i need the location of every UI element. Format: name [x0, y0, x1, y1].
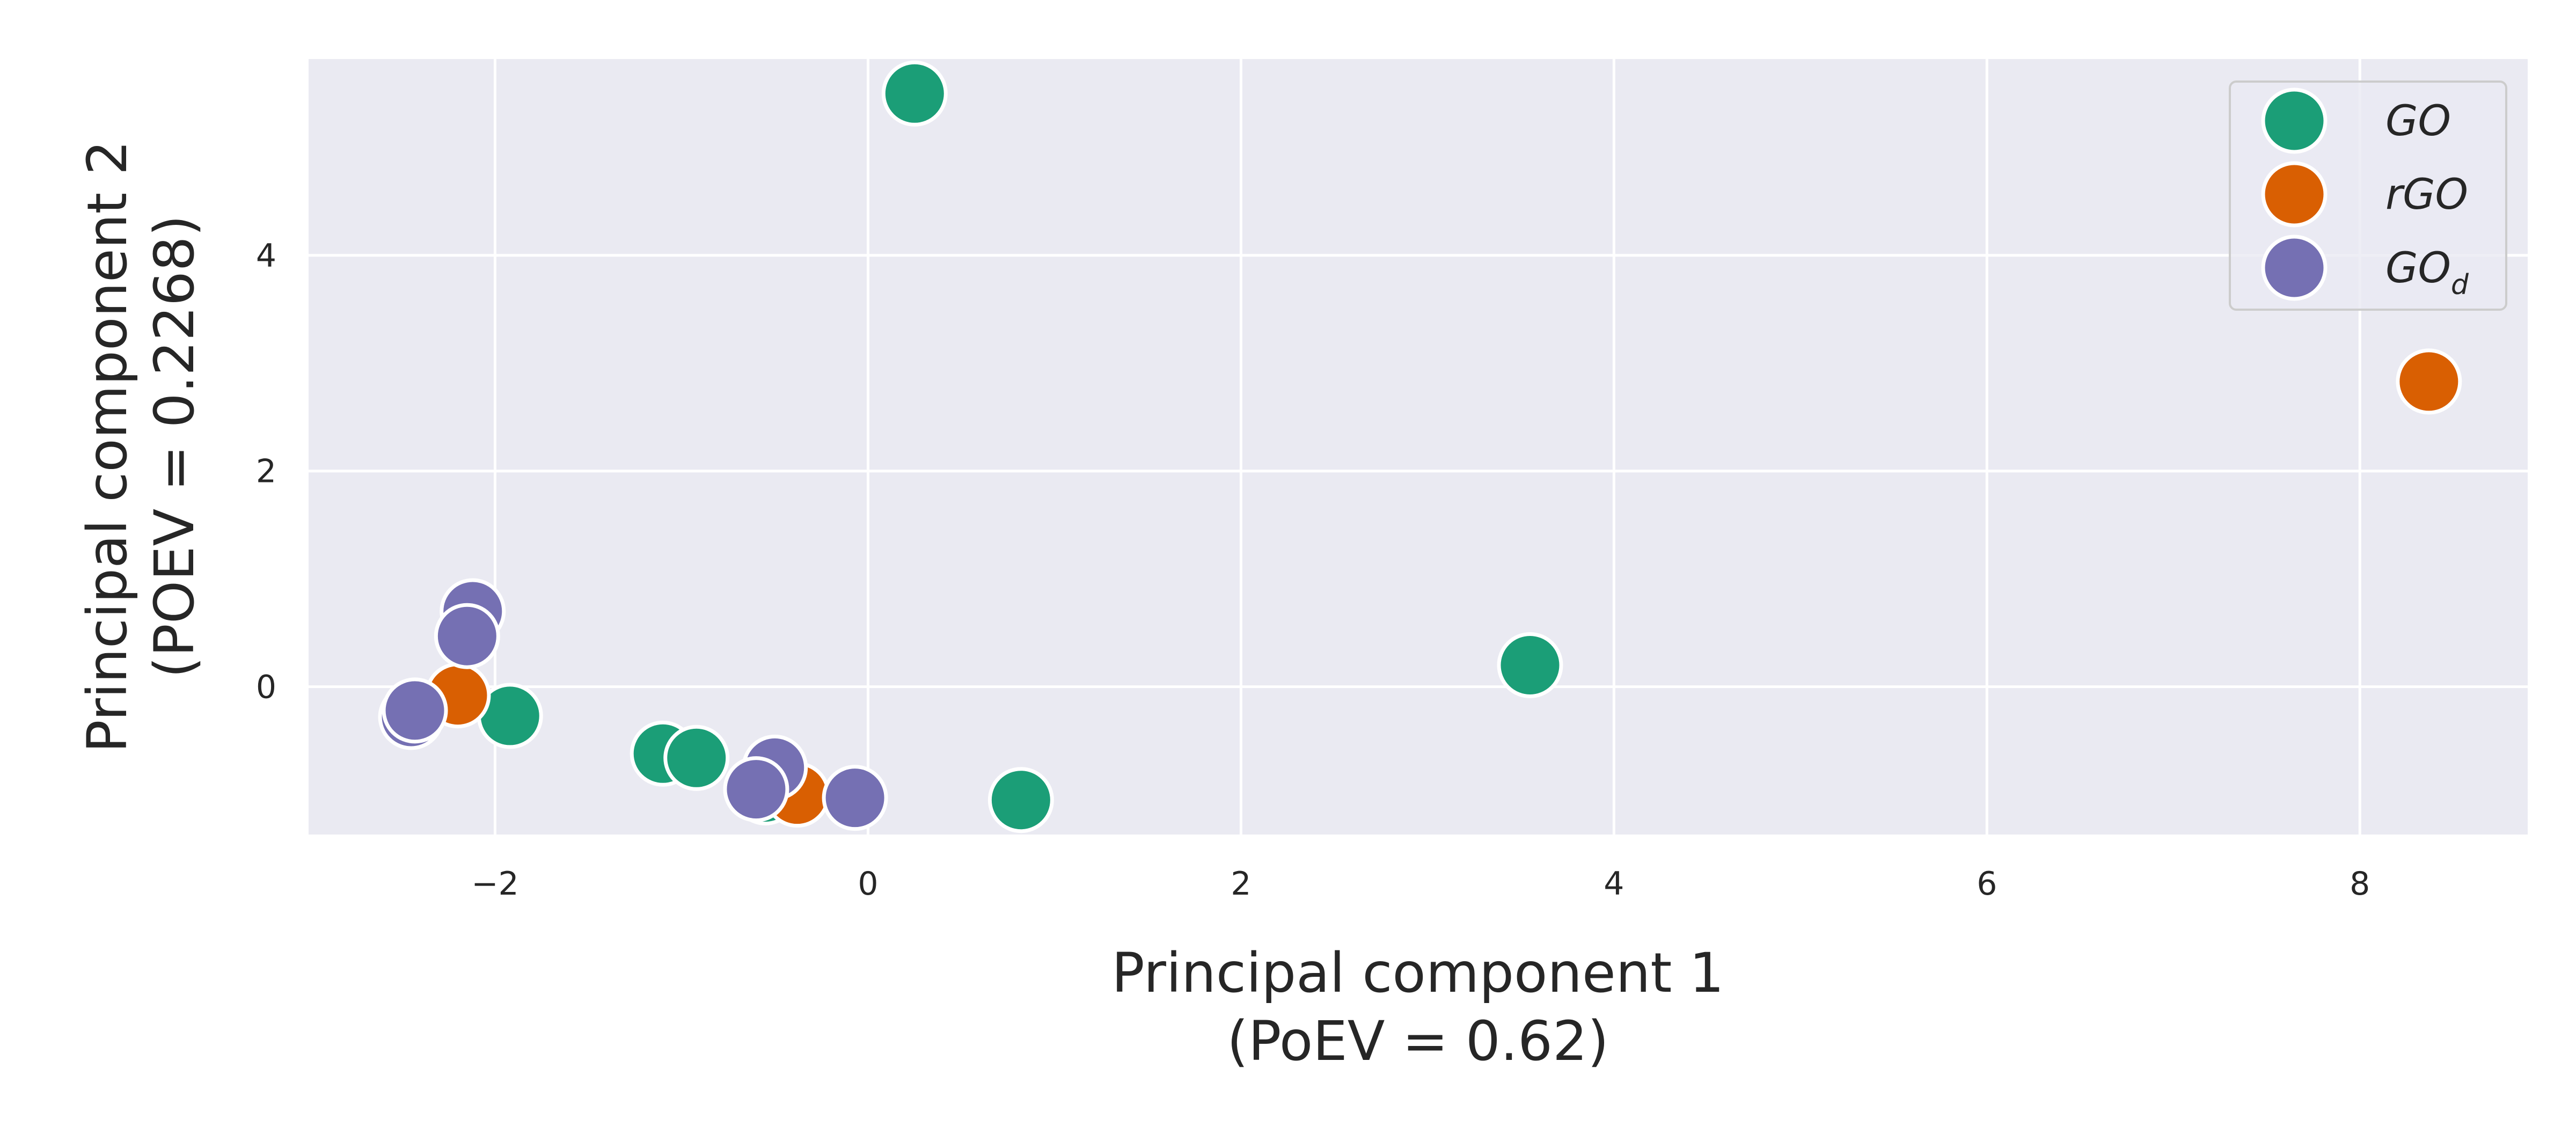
y-axis-title-line-2: (POEV = 0.2268) — [143, 215, 207, 678]
y-tick-label: 4 — [256, 237, 276, 275]
data-point-go-d — [723, 756, 789, 823]
x-tick-label: 8 — [2350, 865, 2370, 903]
data-points — [378, 60, 2462, 833]
x-tick-label: 6 — [1977, 865, 1997, 903]
y-axis-ticks: 0 2 4 — [256, 237, 276, 706]
y-axis-title-line-1: Principal component 2 — [76, 140, 140, 752]
plot-area — [309, 59, 2528, 835]
x-tick-label: 0 — [858, 865, 878, 903]
data-point-go — [881, 60, 948, 127]
legend-marker-rgo — [2261, 161, 2328, 228]
legend-label-rgo: rGO — [2385, 171, 2468, 219]
data-point-go — [1497, 632, 1563, 698]
x-tick-label: 4 — [1604, 865, 1624, 903]
legend-marker-go-d — [2261, 235, 2328, 301]
legend-label-go: GO — [2385, 97, 2451, 145]
data-point-go-d — [822, 765, 888, 831]
y-tick-label: 2 — [256, 453, 276, 491]
grid-lines — [309, 59, 2528, 835]
y-tick-label: 0 — [256, 669, 276, 706]
data-point-rgo — [2396, 348, 2462, 415]
data-point-go-d — [382, 677, 448, 744]
legend-marker-go — [2261, 87, 2328, 154]
data-point-go — [987, 767, 1054, 833]
x-axis-ticks: −2 0 2 4 6 8 — [471, 865, 2370, 903]
x-axis-title-line-1: Principal component 1 — [1111, 941, 1724, 1005]
x-tick-label: 2 — [1231, 865, 1251, 903]
data-point-go-d — [434, 603, 500, 669]
data-point-go — [663, 724, 730, 791]
x-tick-label: −2 — [471, 865, 518, 903]
x-axis-title-line-2: (PoEV = 0.62) — [1227, 1009, 1609, 1073]
